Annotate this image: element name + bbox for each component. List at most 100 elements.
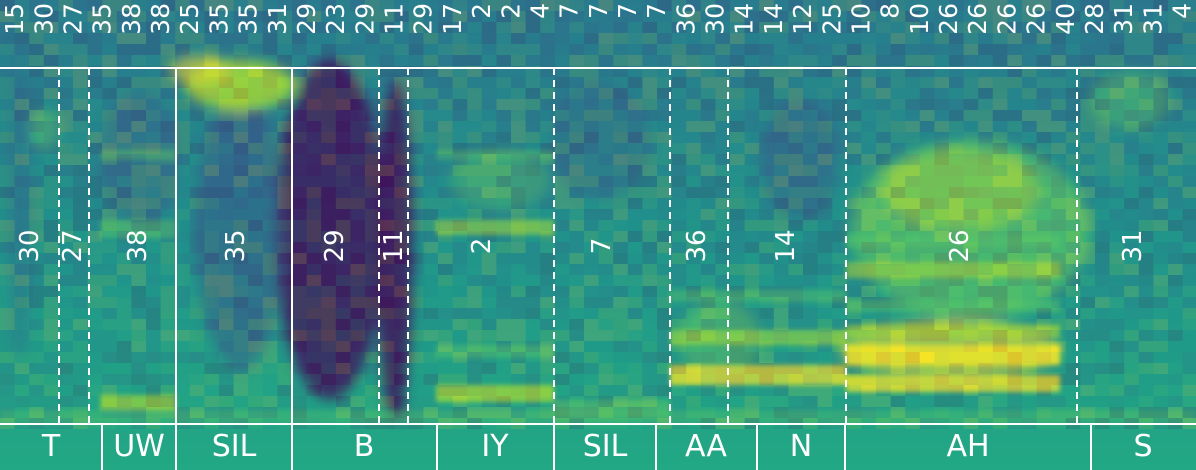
texture-cell bbox=[817, 154, 833, 165]
texture-cell bbox=[73, 319, 88, 330]
frame-label: 10 bbox=[847, 3, 876, 35]
texture-cell bbox=[1051, 407, 1066, 418]
texture-cell bbox=[496, 99, 511, 110]
frame-label: 15 bbox=[0, 3, 29, 35]
texture-cell bbox=[262, 66, 278, 77]
texture-cell bbox=[233, 286, 249, 297]
texture-cell bbox=[569, 187, 584, 198]
texture-cell bbox=[146, 44, 161, 55]
texture-cell bbox=[584, 88, 599, 99]
texture-cell bbox=[14, 44, 30, 55]
texture-cell bbox=[657, 275, 672, 286]
texture-cell bbox=[919, 0, 935, 11]
texture-cell bbox=[1007, 253, 1022, 264]
texture-cell bbox=[730, 220, 745, 231]
texture-cell bbox=[146, 55, 161, 66]
texture-cell bbox=[1051, 297, 1066, 308]
texture-cell bbox=[481, 110, 497, 121]
texture-cell bbox=[365, 165, 380, 176]
texture-cell bbox=[0, 44, 15, 55]
texture-cell bbox=[1168, 209, 1183, 220]
energy-blob bbox=[275, 60, 385, 400]
texture-cell bbox=[978, 121, 993, 132]
texture-cell bbox=[730, 374, 745, 385]
texture-cell bbox=[890, 77, 906, 88]
texture-cell bbox=[1080, 363, 1095, 374]
texture-cell bbox=[1138, 44, 1154, 55]
texture-cell bbox=[846, 319, 862, 330]
texture-cell bbox=[175, 308, 190, 319]
frame-label: 26 bbox=[963, 3, 992, 35]
texture-cell bbox=[379, 132, 395, 143]
texture-cell bbox=[219, 88, 234, 99]
texture-cell bbox=[715, 44, 730, 55]
texture-cell bbox=[700, 0, 716, 11]
texture-cell bbox=[715, 110, 730, 121]
texture-cell bbox=[511, 231, 526, 242]
texture-cell bbox=[438, 209, 453, 220]
texture-cell bbox=[569, 55, 584, 66]
texture-cell bbox=[861, 110, 876, 121]
texture-cell bbox=[131, 11, 146, 22]
texture-cell bbox=[14, 297, 30, 308]
texture-cell bbox=[14, 165, 30, 176]
texture-cell bbox=[467, 407, 482, 418]
texture-cell bbox=[613, 220, 628, 231]
texture-cell bbox=[87, 407, 103, 418]
texture-cell bbox=[116, 330, 132, 341]
texture-cell bbox=[452, 286, 468, 297]
texture-cell bbox=[919, 308, 935, 319]
texture-cell bbox=[554, 88, 570, 99]
texture-cell bbox=[408, 88, 424, 99]
texture-cell bbox=[919, 330, 935, 341]
texture-cell bbox=[335, 407, 351, 418]
texture-cell bbox=[58, 253, 73, 264]
texture-cell bbox=[131, 242, 146, 253]
texture-cell bbox=[657, 44, 672, 55]
texture-cell bbox=[744, 132, 760, 143]
texture-cell bbox=[642, 374, 657, 385]
texture-cell bbox=[1182, 22, 1196, 33]
texture-cell bbox=[219, 352, 234, 363]
texture-cell bbox=[452, 352, 468, 363]
texture-cell bbox=[978, 143, 993, 154]
texture-cell bbox=[1022, 286, 1037, 297]
texture-cell bbox=[452, 264, 468, 275]
texture-cell bbox=[890, 352, 906, 363]
texture-cell bbox=[949, 341, 964, 352]
texture-cell bbox=[423, 231, 438, 242]
texture-cell bbox=[1109, 121, 1125, 132]
texture-cell bbox=[788, 11, 803, 22]
texture-cell bbox=[131, 55, 146, 66]
texture-cell bbox=[0, 154, 15, 165]
texture-cell bbox=[321, 55, 336, 66]
texture-cell bbox=[1080, 330, 1095, 341]
texture-cell bbox=[978, 55, 993, 66]
texture-cell bbox=[876, 242, 891, 253]
texture-cell bbox=[1168, 0, 1183, 11]
texture-cell bbox=[598, 275, 614, 286]
texture-cell bbox=[876, 88, 891, 99]
texture-cell bbox=[1095, 198, 1110, 209]
texture-cell bbox=[175, 209, 190, 220]
segment-label: 38 bbox=[123, 229, 153, 262]
texture-cell bbox=[146, 396, 161, 407]
texture-cell bbox=[934, 99, 949, 110]
texture-cell bbox=[87, 242, 103, 253]
texture-cell bbox=[452, 176, 468, 187]
texture-cell bbox=[671, 242, 687, 253]
texture-cell bbox=[1095, 363, 1110, 374]
texture-cell bbox=[379, 231, 395, 242]
texture-cell bbox=[73, 22, 88, 33]
texture-cell bbox=[423, 22, 438, 33]
texture-cell bbox=[934, 44, 949, 55]
texture-cell bbox=[1036, 99, 1052, 110]
texture-cell bbox=[14, 374, 30, 385]
texture-cell bbox=[759, 264, 774, 275]
texture-cell bbox=[598, 187, 614, 198]
texture-cell bbox=[569, 407, 584, 418]
texture-cell bbox=[496, 132, 511, 143]
texture-cell bbox=[803, 99, 818, 110]
texture-cell bbox=[116, 44, 132, 55]
texture-cell bbox=[890, 242, 906, 253]
